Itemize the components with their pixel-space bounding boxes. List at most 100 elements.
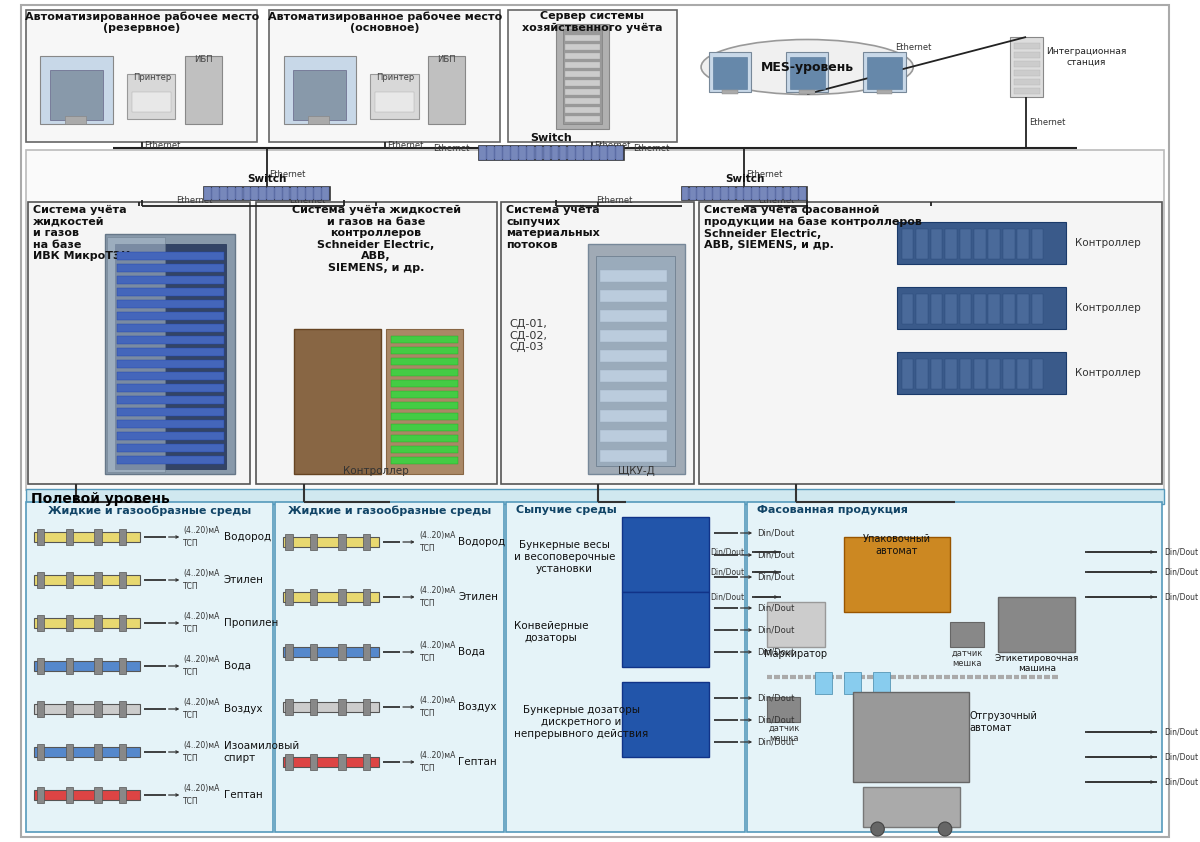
FancyBboxPatch shape: [116, 300, 223, 308]
FancyBboxPatch shape: [901, 229, 913, 259]
FancyBboxPatch shape: [26, 489, 1164, 504]
FancyBboxPatch shape: [362, 644, 371, 660]
FancyBboxPatch shape: [565, 89, 600, 95]
Text: (4..20)мА: (4..20)мА: [420, 696, 456, 705]
FancyBboxPatch shape: [37, 744, 44, 760]
Text: ТСП: ТСП: [420, 709, 436, 718]
FancyBboxPatch shape: [282, 647, 379, 657]
Circle shape: [938, 822, 952, 836]
FancyBboxPatch shape: [706, 187, 712, 200]
FancyBboxPatch shape: [116, 336, 223, 344]
FancyBboxPatch shape: [376, 92, 414, 112]
FancyBboxPatch shape: [26, 502, 272, 832]
Text: датчик
мешка: датчик мешка: [952, 649, 983, 669]
Text: Сервер системы
хозяйственного учёта: Сервер системы хозяйственного учёта: [522, 11, 662, 33]
FancyBboxPatch shape: [314, 187, 320, 200]
FancyBboxPatch shape: [721, 187, 727, 200]
FancyBboxPatch shape: [600, 270, 667, 282]
Text: Конвейерные
дозаторы: Конвейерные дозаторы: [514, 621, 588, 642]
Text: Система учёта
жидкостей
и газов
на базе
ИВК МикроТЭК: Система учёта жидкостей и газов на базе …: [32, 205, 130, 262]
FancyBboxPatch shape: [760, 187, 767, 200]
FancyBboxPatch shape: [362, 699, 371, 715]
FancyBboxPatch shape: [479, 146, 624, 160]
FancyBboxPatch shape: [290, 187, 298, 200]
FancyBboxPatch shape: [286, 754, 293, 770]
FancyBboxPatch shape: [204, 187, 330, 200]
Text: Бункерные дозаторы
дискретного и
непрерывного действия: Бункерные дозаторы дискретного и непреры…: [514, 706, 648, 738]
Ellipse shape: [701, 40, 913, 94]
FancyBboxPatch shape: [713, 187, 720, 200]
FancyBboxPatch shape: [552, 146, 558, 160]
FancyBboxPatch shape: [592, 146, 599, 160]
FancyBboxPatch shape: [509, 10, 677, 142]
FancyBboxPatch shape: [26, 10, 258, 142]
FancyBboxPatch shape: [282, 757, 379, 767]
FancyBboxPatch shape: [390, 347, 458, 354]
Text: Ethernet: Ethernet: [758, 196, 794, 205]
FancyBboxPatch shape: [66, 572, 73, 588]
FancyBboxPatch shape: [588, 244, 685, 474]
FancyBboxPatch shape: [26, 150, 1164, 490]
Text: Din/Dout: Din/Dout: [757, 647, 794, 657]
FancyBboxPatch shape: [310, 644, 317, 660]
FancyBboxPatch shape: [185, 56, 222, 124]
FancyBboxPatch shape: [116, 372, 223, 380]
FancyBboxPatch shape: [565, 116, 600, 122]
FancyBboxPatch shape: [390, 358, 458, 365]
FancyBboxPatch shape: [116, 288, 223, 296]
Text: Ethernet: Ethernet: [594, 141, 630, 150]
FancyBboxPatch shape: [690, 187, 696, 200]
Text: Сыпучие среды: Сыпучие среды: [516, 505, 617, 515]
Text: Жидкие и газообразные среды: Жидкие и газообразные среды: [48, 505, 251, 515]
FancyBboxPatch shape: [901, 294, 913, 324]
FancyBboxPatch shape: [713, 57, 748, 89]
Text: Этилен: Этилен: [223, 575, 264, 585]
FancyBboxPatch shape: [1018, 294, 1028, 324]
FancyBboxPatch shape: [596, 256, 676, 466]
FancyBboxPatch shape: [960, 294, 971, 324]
FancyBboxPatch shape: [22, 5, 1169, 837]
FancyBboxPatch shape: [600, 450, 667, 462]
FancyBboxPatch shape: [568, 146, 575, 160]
FancyBboxPatch shape: [752, 187, 758, 200]
Text: Switch: Switch: [247, 174, 287, 184]
FancyBboxPatch shape: [974, 229, 985, 259]
FancyBboxPatch shape: [371, 74, 419, 119]
FancyBboxPatch shape: [220, 187, 227, 200]
Text: Воздух: Воздух: [458, 702, 497, 712]
FancyBboxPatch shape: [583, 146, 590, 160]
FancyBboxPatch shape: [390, 380, 458, 387]
FancyBboxPatch shape: [946, 229, 956, 259]
Text: (4..20)мА: (4..20)мА: [184, 569, 220, 578]
FancyBboxPatch shape: [1018, 359, 1028, 389]
FancyBboxPatch shape: [784, 187, 791, 200]
FancyBboxPatch shape: [960, 359, 971, 389]
Text: (4..20)мА: (4..20)мА: [184, 612, 220, 621]
FancyBboxPatch shape: [709, 52, 751, 92]
FancyBboxPatch shape: [916, 359, 928, 389]
Text: Контроллер: Контроллер: [1075, 238, 1141, 248]
FancyBboxPatch shape: [1032, 294, 1044, 324]
FancyBboxPatch shape: [487, 146, 494, 160]
FancyBboxPatch shape: [116, 252, 223, 260]
Text: Гептан: Гептан: [458, 757, 497, 767]
FancyBboxPatch shape: [282, 702, 379, 712]
FancyBboxPatch shape: [362, 754, 371, 770]
FancyBboxPatch shape: [502, 202, 695, 484]
FancyBboxPatch shape: [744, 187, 751, 200]
Text: ТСП: ТСП: [184, 797, 199, 806]
FancyBboxPatch shape: [34, 704, 140, 714]
FancyBboxPatch shape: [116, 408, 223, 416]
FancyBboxPatch shape: [799, 90, 815, 94]
FancyBboxPatch shape: [41, 56, 113, 124]
Text: Din/Dout: Din/Dout: [1164, 568, 1198, 577]
FancyBboxPatch shape: [600, 410, 667, 422]
Text: Контроллер: Контроллер: [343, 466, 409, 476]
FancyBboxPatch shape: [119, 701, 126, 717]
FancyBboxPatch shape: [390, 391, 458, 398]
FancyBboxPatch shape: [616, 146, 623, 160]
FancyBboxPatch shape: [946, 294, 956, 324]
FancyBboxPatch shape: [989, 294, 1000, 324]
FancyBboxPatch shape: [1014, 88, 1039, 94]
FancyBboxPatch shape: [127, 74, 175, 119]
